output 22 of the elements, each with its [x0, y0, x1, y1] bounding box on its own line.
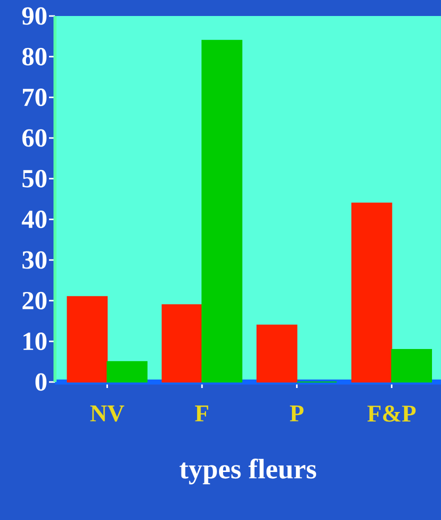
- bar: [66, 296, 108, 382]
- bar: [391, 348, 432, 382]
- bar: [106, 361, 148, 382]
- bar: [351, 202, 392, 382]
- x-tick-label: NV: [90, 406, 124, 422]
- y-tick-label: 20: [22, 292, 46, 310]
- y-tick-label: 80: [22, 48, 46, 66]
- y-tick-label: 60: [22, 129, 46, 147]
- bar: [256, 324, 298, 382]
- y-tick-label: 70: [22, 88, 46, 106]
- x-tick-label: F&P: [367, 406, 416, 422]
- y-tick-label: 90: [22, 7, 46, 25]
- y-tick-label: 40: [22, 210, 46, 228]
- y-tick-label: 0: [35, 373, 46, 391]
- y-tick-label: 10: [24, 332, 46, 350]
- y-tick-label: 30: [22, 251, 46, 269]
- x-tick-label: P: [290, 406, 304, 422]
- bar: [162, 304, 202, 382]
- x-axis-title: types fleurs: [180, 458, 316, 484]
- y-tick-label: 50: [22, 170, 46, 188]
- bar: [202, 40, 242, 382]
- x-tick-label: F: [195, 406, 208, 422]
